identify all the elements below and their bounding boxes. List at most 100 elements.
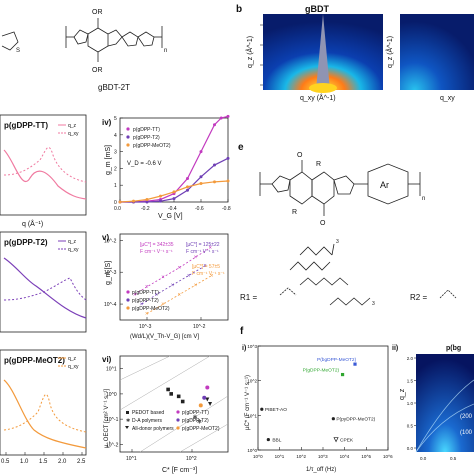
left-xtick-label: 2.0 xyxy=(58,459,67,465)
fi-ytick-label: 10^3 xyxy=(247,344,257,349)
iv-point xyxy=(145,197,149,201)
vi-ytick-label: 10^-1 xyxy=(106,417,119,423)
vi-legend-alldonor: All-donor polymers xyxy=(132,426,174,432)
iv-ytick-label: 2 xyxy=(114,166,117,172)
structure-label: gBDT-2T xyxy=(98,83,130,92)
sub3-a: 3 xyxy=(336,239,339,245)
left-panel-tt-xlabel: q (Å⁻¹) xyxy=(22,219,43,228)
panel-b-label: b xyxy=(236,4,242,15)
fi-point-label: P(pyDPP-MeOT2) xyxy=(336,417,375,423)
panel-fi-ylabel: µC* (F cm⁻¹ V⁻¹ s⁻¹) xyxy=(245,375,251,430)
v-point: × xyxy=(161,275,165,281)
v-point: × xyxy=(140,302,144,308)
iv-point xyxy=(159,199,162,203)
panel-iv-annotation: V_D = -0.6 V xyxy=(127,161,162,167)
left-panel-meot2-qxy-curve xyxy=(3,393,87,433)
iv-point xyxy=(132,199,135,203)
fi-point-label: P(bgDPP-MeOT2) xyxy=(317,357,357,363)
vi-legend-meot2: p(gDPP-MeOT2) xyxy=(182,426,220,432)
panel-fii-ylabel: q_z xyxy=(399,388,406,400)
fi-point xyxy=(260,407,264,411)
vi-xtick-label: 10^2 xyxy=(186,456,197,462)
fii-ytick-label: 2.0 xyxy=(407,356,414,361)
iv-point xyxy=(213,180,216,184)
vi-ytick-label: 10^0 xyxy=(106,392,117,398)
vi-legend-t2: p(gDPP-T2) xyxy=(182,418,209,424)
fi-point-label: CPEK xyxy=(340,438,354,444)
panel-e: e Ar O O R R n 3 3 R1 = R2 = xyxy=(238,142,457,307)
iv-ytick-label: 5 xyxy=(114,116,117,122)
iv-xtick-label: -0.4 xyxy=(168,206,177,212)
iv-point xyxy=(213,163,216,167)
fi-xtick-label: 10^4 xyxy=(340,454,350,459)
r2-label: R2 = xyxy=(410,293,427,302)
vi-point-gdpp xyxy=(205,385,210,390)
vi-point-pedot xyxy=(166,387,170,392)
fi-point-label: BBL xyxy=(272,438,281,444)
thiophene-left xyxy=(271,175,291,193)
vi-ytick-label: 10^-2 xyxy=(106,442,119,448)
iv-point xyxy=(118,200,122,204)
iv-legend-meot2: p(gDPP-MeOT2) xyxy=(133,143,171,149)
fi-point xyxy=(266,437,270,442)
panel-vi-xlabel: C* [F cm⁻³] xyxy=(162,467,197,474)
v-point: × xyxy=(145,312,149,318)
panel-v-frame xyxy=(119,233,229,321)
qxy-axis-label: q_xy (Å^-1) xyxy=(300,93,336,102)
left-panel-tt: p(gDPP-TT) q_z q_xy q (Å⁻¹) xyxy=(0,114,87,228)
left-profiles: p(gDPP-TT) q_z q_xy q (Å⁻¹) p(gDPP-T2) q… xyxy=(0,114,87,465)
fi-point xyxy=(333,437,339,443)
beam-stop xyxy=(316,14,330,90)
legend-qxy-3: q_xy xyxy=(68,364,79,370)
panel-vi-ylabel: µ_OECT [cm² V⁻¹ s⁻¹] xyxy=(104,389,110,448)
v-xtick-label: 10^-3 xyxy=(139,324,152,330)
iv-ytick-label: 0 xyxy=(114,200,117,206)
fi-xtick-label: 10^2 xyxy=(296,454,306,459)
r1-label: R1 = xyxy=(240,293,257,302)
fi-xtick-label: 10^1 xyxy=(275,454,285,459)
panel-vi-label: vi) xyxy=(102,355,112,364)
panel-iv-label: iv) xyxy=(102,118,112,127)
panel-f: f i) µC* (F cm⁻¹ V⁻¹ s⁻¹) 1/τ_off (Hz) 1… xyxy=(240,326,474,473)
r1-chain-mid xyxy=(299,277,349,286)
panel-iv-legend: p(gDPP-TT) p(gDPP-T2) p(gDPP-MeOT2) xyxy=(126,127,171,149)
vi-point-da: ✱ xyxy=(197,419,202,426)
thiophene-right xyxy=(333,175,355,195)
v-ytick-label: 10^-2 xyxy=(104,238,117,244)
fit-meo-units: F cm⁻¹ V⁻¹ s⁻¹ xyxy=(192,271,225,277)
fi-ytick-label: 10^2 xyxy=(247,379,257,384)
left-panel-t2-title: p(gDPP-T2) xyxy=(4,238,48,247)
left-panel-meot2-qz-curve xyxy=(3,379,87,449)
iv-legend-tt: p(gDPP-TT) xyxy=(133,127,160,133)
iv-point xyxy=(219,116,223,120)
panel-iv-xlabel: V_G [V] xyxy=(158,213,183,220)
fi-xtick-label: 10^3 xyxy=(318,454,328,459)
ar-ring xyxy=(367,163,409,205)
v-ytick-label: 10^-4 xyxy=(104,302,117,308)
v-point: × xyxy=(203,264,207,270)
v-point: × xyxy=(178,266,182,272)
left-xtick-label: 1.5 xyxy=(39,459,48,465)
vi-point-gdpp xyxy=(198,403,203,408)
dpp-core-right xyxy=(311,171,335,205)
iv-point xyxy=(145,200,149,204)
or-bottom-label: OR xyxy=(92,67,103,74)
iv-point xyxy=(226,156,230,160)
panel-vi-legend: PEDOT based ✱ D-A polymers All-donor poly… xyxy=(125,410,220,432)
iv-point xyxy=(186,185,189,189)
panel-e-label: e xyxy=(238,142,244,153)
panel-v-ylabel: g_m [S] xyxy=(105,261,112,285)
fi-ytick-label: 10^0 xyxy=(247,448,257,453)
left-panel-t2: p(gDPP-T2) q_z q_xy xyxy=(0,231,87,333)
panel-b-title: gBDT xyxy=(305,4,329,14)
sulfur-label: S xyxy=(16,48,20,54)
qz-axis-label-2: q_z (Å^-1) xyxy=(385,36,394,68)
iv-point xyxy=(199,175,203,179)
r1-chain-bottom xyxy=(329,297,371,306)
fit-t2-label: [µC*] = 125±22 xyxy=(186,242,220,248)
v-point: × xyxy=(209,245,213,251)
panel-iv: iv) g_m [mS] V_G [V] V_D = -0.6 V 0 1 2 3 4 5… xyxy=(102,114,231,220)
iv-ytick-label: 3 xyxy=(114,150,117,156)
ar-label: Ar xyxy=(380,180,389,190)
fi-xtick-label: 10^6 xyxy=(383,454,393,459)
